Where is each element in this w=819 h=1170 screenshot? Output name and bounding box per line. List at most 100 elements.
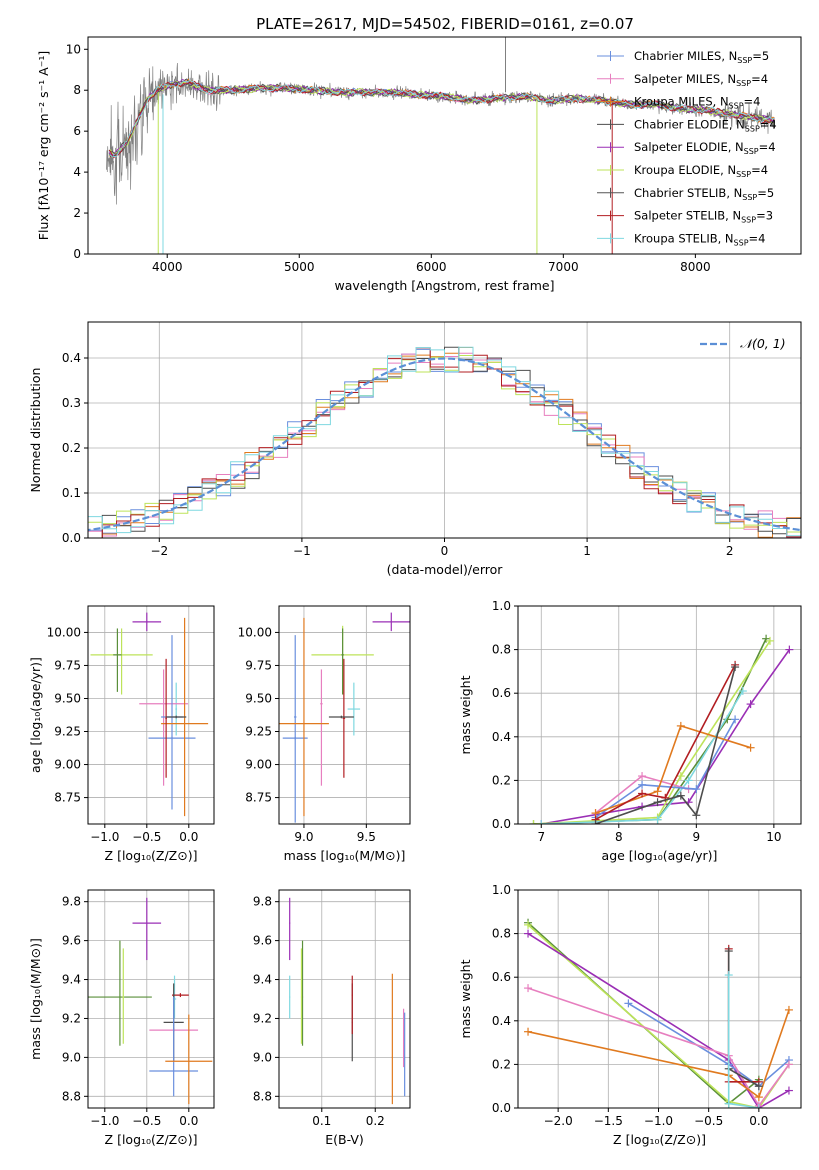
x-axis-label: Z [log₁₀(Z/Z⊙)] [105,848,198,863]
y-tick-label: 9.8 [253,895,272,909]
x-tick-label: 0.1 [312,1114,331,1128]
y-tick-label: 10.00 [238,625,272,639]
axes-frame [87,321,802,539]
x-tick-label: −0.5 [132,1114,161,1128]
y-tick-label: 1.0 [492,883,511,897]
y-tick-label: 0.6 [492,686,511,700]
y-tick-label: 9.00 [54,758,81,772]
y-tick-label: 0 [73,247,81,261]
x-tick-label: 0.0 [179,830,198,844]
y-tick-label: 9.25 [245,725,272,739]
x-tick-label: −1.5 [594,1114,623,1128]
legend-entry: Chabrier STELIB, NSSP=5 [634,186,774,202]
y-tick-label: 0.8 [492,643,511,657]
x-axis-label: wavelength [Angstrom, rest frame] [334,278,554,293]
x-axis-label: E(B-V) [325,1132,364,1147]
plot-area [279,612,410,823]
y-tick-label: 9.6 [253,934,272,948]
y-tick-label: 2 [73,206,81,220]
plot-area [524,918,793,1108]
x-axis-label: Z [log₁₀(Z/Z⊙)] [613,1132,706,1147]
y-tick-label: 9.8 [62,895,81,909]
y-tick-label: 10.00 [47,625,81,639]
x-axis-label: Z [log₁₀(Z/Z⊙)] [105,1132,198,1147]
legend-entry: Chabrier MILES, NSSP=5 [634,49,769,65]
y-tick-label: 9.6 [62,934,81,948]
x-tick-label: 5000 [284,260,315,274]
x-axis-label: (data-model)/error [387,562,504,577]
y-tick-label: 0.4 [492,730,511,744]
x-tick-label: 6000 [416,260,447,274]
chart-mass-vs-EBV: 0.1 0.2 8.8 9.0 9.2 9.4 9.6 9.8 E(B-V) [253,889,411,1147]
x-tick-label: 9 [693,830,701,844]
weight-series-line [595,664,736,821]
axes-frame [517,889,802,1109]
y-tick-label: 10 [66,42,81,56]
plot-area [88,897,213,1105]
histogram-series [88,348,801,538]
weight-series-line [595,719,736,819]
y-axis-label: Flux [fλ10⁻¹⁷ erg cm⁻² s⁻¹ A⁻¹] [36,51,51,240]
plot-area [90,612,209,817]
y-tick-label: 9.2 [62,1011,81,1025]
y-tick-label: 9.50 [54,691,81,705]
legend-entry: Kroupa STELIB, NSSP=4 [634,231,765,247]
y-tick-label: 9.75 [245,658,272,672]
x-tick-label: 8000 [680,260,711,274]
y-tick-label: 0.3 [62,396,81,410]
plot-area [529,634,794,824]
plot-area [88,346,801,538]
y-axis-label: mass [log₁₀(M/M⊙)] [28,938,43,1060]
axes-frame [87,605,215,825]
residual-legend: 𝒩(0, 1) [700,336,786,351]
chart-age-vs-Z: −1.0 −0.5 0.0 8.75 9.00 9.25 9.50 9.75 10.00 Z [l… [28,605,215,863]
y-tick-label: 9.0 [62,1050,81,1064]
y-tick-label: 8.8 [62,1089,81,1103]
y-tick-label: 1.0 [492,599,511,613]
y-axis-label: age [log₁₀(age/yr)] [28,657,43,773]
x-tick-label: −0.5 [694,1114,723,1128]
y-tick-label: 9.50 [245,691,272,705]
y-tick-label: 0.6 [492,970,511,984]
axes-frame [87,889,215,1109]
x-tick-label: 1 [583,544,591,558]
x-axis-label: age [log₁₀(age/yr)] [602,848,718,863]
chart-spectrum: 4000 5000 6000 7000 8000 0 2 4 6 8 10 wavelength [A… [36,36,802,293]
y-tick-label: 8.8 [253,1089,272,1103]
spectrum-legend: Chabrier MILES, NSSP=5 Salpeter MILES, NS… [597,49,777,247]
x-tick-label: 0.2 [366,1114,385,1128]
y-tick-label: 0.8 [492,927,511,941]
legend-entry: Salpeter MILES, NSSP=4 [634,72,768,88]
x-tick-label: 0.0 [749,1114,768,1128]
y-tick-label: 9.4 [253,973,272,987]
legend-entry: Chabrier ELODIE, NSSP=4 [634,117,777,133]
y-tick-label: 0.2 [62,441,81,455]
y-tick-label: 0.0 [492,817,511,831]
chart-residuals: −2 −1 0 1 2 0.0 0.1 0.2 0.3 0.4 (data-model)/error… [28,321,802,577]
legend-entry: Kroupa MILES, NSSP=4 [634,95,760,111]
x-tick-label: 8 [615,830,623,844]
y-tick-label: 0.0 [492,1101,511,1115]
y-tick-label: 6 [73,124,81,138]
y-tick-label: 0.0 [62,531,81,545]
plot-area [289,897,406,1105]
y-axis-label: mass weight [458,959,473,1038]
x-tick-label: 2 [726,544,734,558]
y-tick-label: 8 [73,83,81,97]
x-tick-label: 10 [766,830,781,844]
histogram-series [88,346,801,537]
y-tick-label: 9.75 [54,658,81,672]
x-tick-label: 0.0 [179,1114,198,1128]
y-tick-label: 0.4 [492,1014,511,1028]
legend-entry: 𝒩(0, 1) [740,336,786,351]
weight-series-line [627,1002,790,1088]
x-tick-label: 7000 [548,260,579,274]
x-tick-label: 4000 [152,260,183,274]
chart-massweight-vs-age: 7 8 9 10 0.0 0.2 0.4 0.6 0.8 1.0 age [log₁₀(age/yr… [458,599,802,863]
chart-mass-vs-Z: −1.0 −0.5 0.0 8.8 9.0 9.2 9.4 9.6 9.8 Z [log₁₀(Z/… [28,889,215,1147]
chart-age-vs-mass: 9.0 9.5 8.75 9.00 9.25 9.50 9.75 10.00 mass [log… [238,605,411,863]
normal-reference-curve [88,357,801,532]
x-tick-label: −1.0 [90,1114,119,1128]
y-tick-label: 0.1 [62,486,81,500]
